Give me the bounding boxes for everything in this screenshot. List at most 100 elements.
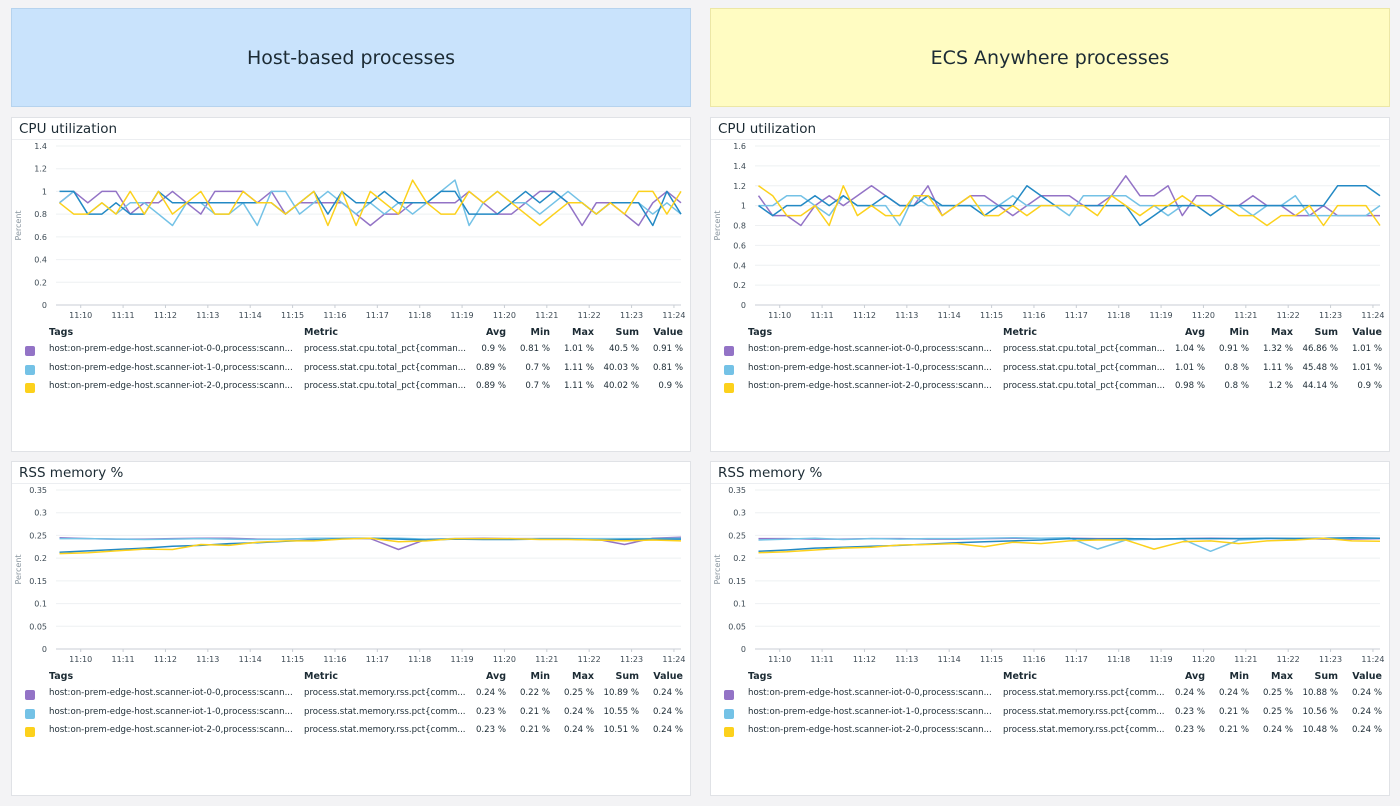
column-header-min[interactable]: Min (530, 671, 550, 682)
cell-min: 0.24 % (1218, 688, 1249, 698)
x-tick-label: 11:21 (535, 655, 558, 664)
legend-row[interactable]: host:on-prem-edge-host.scanner-iot-2-0,p… (711, 725, 1391, 741)
column-header-tags[interactable]: Tags (748, 327, 773, 338)
x-tick-label: 11:18 (408, 655, 431, 664)
column-header-avg[interactable]: Avg (1184, 671, 1205, 682)
x-tick-label: 11:10 (69, 311, 92, 320)
column-header-tags[interactable]: Tags (748, 671, 773, 682)
y-tick-label: 1 (741, 202, 746, 211)
series-line-yellow (758, 185, 1381, 227)
column-header-sum[interactable]: Sum (1314, 671, 1338, 682)
cell-sum: 40.5 % (608, 344, 639, 354)
x-tick-label: 11:23 (1319, 655, 1342, 664)
cpu-utilization-widget[interactable]: CPU utilization 0 0.2 0.4 0.6 0.8 1 1.2 1.4 1.6 11… (710, 117, 1390, 452)
rss-memory-widget[interactable]: RSS memory % 0 0.05 0.1 0.15 0.2 0.25 0.3 0.35 11… (710, 461, 1390, 796)
cell-max: 1.01 % (563, 344, 594, 354)
column-header-metric[interactable]: Metric (304, 327, 339, 338)
legend-header-row: Tags Metric Avg Min Max Sum Value (12, 327, 692, 343)
legend-row[interactable]: host:on-prem-edge-host.scanner-iot-0-0,p… (711, 688, 1391, 704)
column-header-min[interactable]: Min (1229, 327, 1249, 338)
column-header-sum[interactable]: Sum (615, 671, 639, 682)
cell-max: 0.24 % (563, 706, 594, 717)
timeseries-chart[interactable]: 0 0.2 0.4 0.6 0.8 1 1.2 1.4 1.6 11:10 11:11 11:12 11… (711, 138, 1391, 343)
cell-min: 0.91 % (1218, 344, 1249, 354)
cell-sum: 10.51 % (603, 725, 640, 735)
x-tick-label: 11:24 (1361, 655, 1384, 664)
cpu-utilization-widget[interactable]: CPU utilization 0 0.2 0.4 0.6 0.8 1 1.2 1.4 11:10… (11, 117, 691, 452)
legend-row[interactable]: host:on-prem-edge-host.scanner-iot-1-0,p… (12, 363, 692, 379)
column-header-max[interactable]: Max (572, 327, 594, 338)
column-header-avg[interactable]: Avg (485, 327, 506, 338)
cell-min: 0.21 % (519, 725, 550, 735)
x-tick-label: 11:12 (154, 655, 177, 664)
legend-header-row: Tags Metric Avg Min Max Sum Value (12, 671, 692, 687)
cell-min: 0.81 % (519, 344, 550, 354)
x-tick-label: 11:13 (196, 655, 219, 664)
column-header-max[interactable]: Max (1271, 671, 1293, 682)
cell-value: 0.9 % (658, 381, 683, 391)
legend-row[interactable]: host:on-prem-edge-host.scanner-iot-0-0,p… (12, 344, 692, 360)
y-tick-label: 1.4 (34, 142, 47, 151)
legend-row[interactable]: host:on-prem-edge-host.scanner-iot-0-0,p… (711, 344, 1391, 360)
column-header-max[interactable]: Max (1271, 327, 1293, 338)
x-tick-label: 11:22 (578, 311, 601, 320)
legend-header-row: Tags Metric Avg Min Max Sum Value (711, 671, 1391, 687)
x-tick-label: 11:20 (1192, 655, 1215, 664)
timeseries-chart[interactable]: 0 0.05 0.1 0.15 0.2 0.25 0.3 0.35 11:10 11:11 11:1… (711, 482, 1391, 687)
column-header-sum[interactable]: Sum (615, 327, 639, 338)
y-tick-label: 0 (741, 645, 746, 654)
series-color-swatch (724, 383, 734, 393)
cell-sum: 44.14 % (1302, 381, 1339, 391)
widget-title: CPU utilization (19, 121, 118, 137)
y-axis-label: Percent (14, 210, 23, 240)
cell-max: 1.2 % (1268, 381, 1293, 391)
column-header-avg[interactable]: Avg (485, 671, 506, 682)
cell-sum: 46.86 % (1302, 344, 1339, 354)
column-header-tags[interactable]: Tags (49, 327, 74, 338)
x-tick-label: 11:21 (1234, 311, 1257, 320)
legend-row[interactable]: host:on-prem-edge-host.scanner-iot-2-0,p… (12, 725, 692, 741)
column-header-max[interactable]: Max (572, 671, 594, 682)
y-axis-label: Percent (713, 554, 722, 584)
column-header-min[interactable]: Min (1229, 671, 1249, 682)
x-tick-label: 11:24 (662, 655, 685, 664)
timeseries-chart[interactable]: 0 0.2 0.4 0.6 0.8 1 1.2 1.4 11:10 11:11 11:12 11:13… (12, 138, 692, 343)
cell-value: 0.9 % (1357, 381, 1382, 391)
x-tick-label: 11:17 (1065, 655, 1088, 664)
legend-row[interactable]: host:on-prem-edge-host.scanner-iot-1-0,p… (711, 363, 1391, 379)
legend-row[interactable]: host:on-prem-edge-host.scanner-iot-1-0,p… (711, 707, 1391, 723)
divider (711, 139, 1389, 140)
rss-memory-widget[interactable]: RSS memory % 0 0.05 0.1 0.15 0.2 0.25 0.3 0.35 11… (11, 461, 691, 796)
cell-metric: process.stat.cpu.total_pct{comman... (1003, 344, 1165, 354)
column-header-value[interactable]: Value (1352, 671, 1382, 682)
legend-row[interactable]: host:on-prem-edge-host.scanner-iot-2-0,p… (12, 381, 692, 397)
cell-avg: 0.24 % (475, 688, 506, 698)
series-color-swatch (25, 708, 35, 719)
cell-sum: 10.88 % (1302, 688, 1339, 698)
column-header-min[interactable]: Min (530, 327, 550, 338)
cell-value: 0.81 % (652, 362, 683, 373)
column-header-metric[interactable]: Metric (304, 671, 339, 682)
column-header-avg[interactable]: Avg (1184, 327, 1205, 338)
y-tick-label: 0.2 (34, 554, 47, 563)
legend-row[interactable]: host:on-prem-edge-host.scanner-iot-1-0,p… (12, 707, 692, 723)
column-header-sum[interactable]: Sum (1314, 327, 1338, 338)
timeseries-chart[interactable]: 0 0.05 0.1 0.15 0.2 0.25 0.3 0.35 11:10 11:11 11:1… (12, 482, 692, 687)
column-header-value[interactable]: Value (653, 327, 683, 338)
cell-value: 1.01 % (1351, 362, 1382, 373)
column-header-tags[interactable]: Tags (49, 671, 74, 682)
legend-row[interactable]: host:on-prem-edge-host.scanner-iot-2-0,p… (711, 381, 1391, 397)
x-tick-label: 11:22 (578, 655, 601, 664)
y-tick-label: 0.35 (29, 486, 47, 495)
y-tick-label: 0.3 (34, 509, 47, 518)
column-header-value[interactable]: Value (1352, 327, 1382, 338)
legend-row[interactable]: host:on-prem-edge-host.scanner-iot-0-0,p… (12, 688, 692, 704)
x-tick-label: 11:17 (366, 655, 389, 664)
cell-tags: host:on-prem-edge-host.scanner-iot-2-0,p… (49, 381, 293, 391)
column-header-value[interactable]: Value (653, 671, 683, 682)
column-header-metric[interactable]: Metric (1003, 327, 1038, 338)
x-tick-label: 11:12 (154, 311, 177, 320)
column-header-metric[interactable]: Metric (1003, 671, 1038, 682)
x-tick-label: 11:12 (853, 655, 876, 664)
cell-max: 0.25 % (1262, 706, 1293, 717)
